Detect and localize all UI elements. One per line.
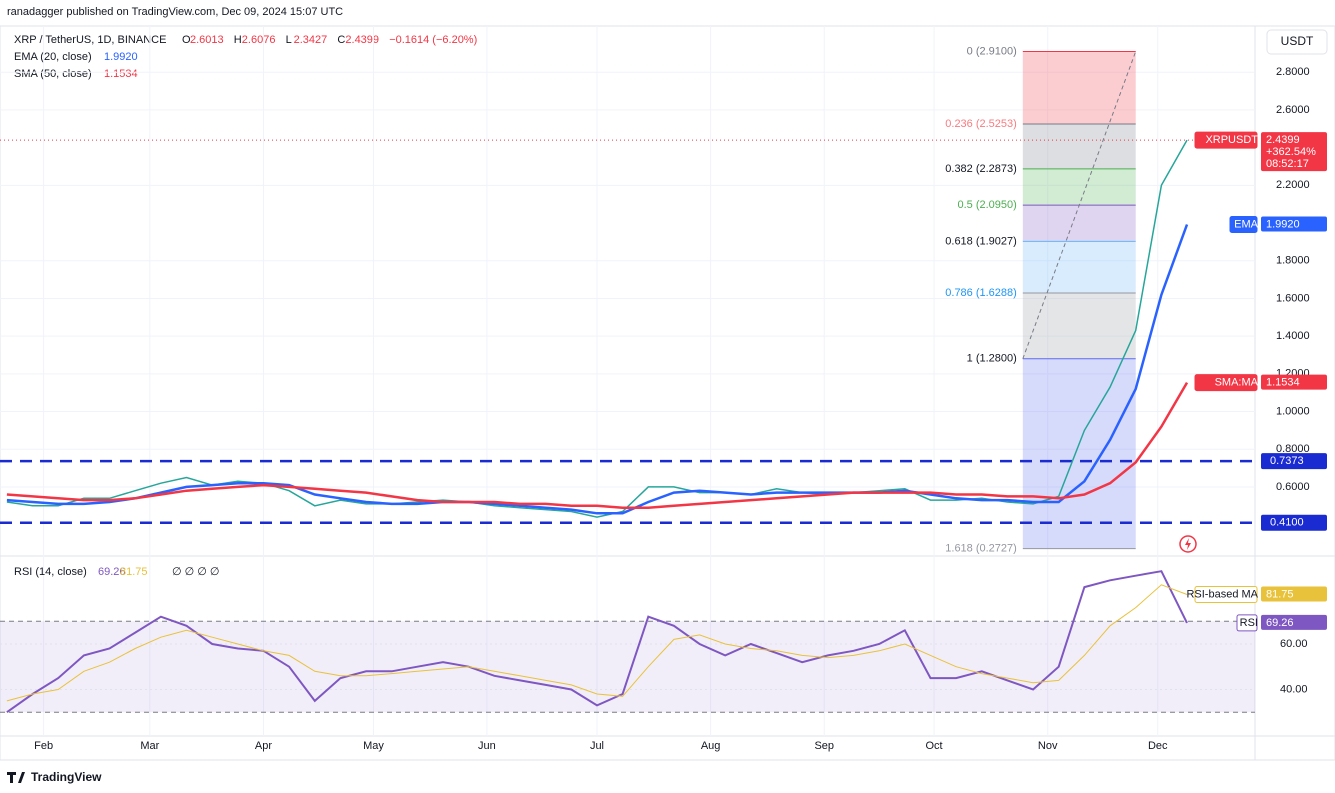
x-tick-label: Jun [478, 740, 496, 752]
ema-name: EMA [1234, 218, 1259, 230]
fib-label: 0.5 (2.0950) [958, 199, 1017, 211]
indicator-name: SMA (50, close) [14, 68, 92, 80]
x-tick-label: May [363, 740, 384, 752]
ohlc-value: 2.3427 [294, 34, 328, 46]
fib-zone [1022, 293, 1136, 359]
ema-value-box [1261, 216, 1327, 232]
ohlc-value: 2.6076 [242, 34, 276, 46]
fib-zone [1022, 51, 1136, 125]
fib-label: 0.786 (1.6288) [945, 287, 1017, 299]
series-line [6, 570, 1188, 714]
ema-value: 1.9920 [1266, 218, 1300, 230]
series-name: XRPUSDT [1205, 134, 1258, 146]
x-tick-label: Apr [255, 740, 272, 752]
rsi-name: RSI [1240, 617, 1258, 629]
x-tick-label: Jul [590, 740, 604, 752]
series-line [6, 224, 1189, 515]
rsi-legend-value: 69.26 [98, 566, 126, 578]
support-tag [1261, 514, 1327, 531]
series-line [6, 381, 1189, 509]
rsi-ma-value-box [1261, 586, 1327, 602]
fib-zone [1022, 124, 1136, 169]
rsi-legend-tail: ∅ ∅ ∅ ∅ [172, 566, 220, 578]
rsi-value-box [1261, 614, 1327, 630]
x-tick-label: Oct [926, 740, 943, 752]
footer-brand: TradingView [31, 770, 102, 784]
rsi-ma-value: 81.75 [1266, 588, 1294, 600]
y-tick-label: 2.8000 [1276, 66, 1310, 78]
currency-button[interactable] [1266, 29, 1328, 55]
rsi-legend: RSI (14, close) [14, 566, 87, 578]
alert-icon-bolt [1185, 538, 1191, 550]
support-tag [1261, 453, 1327, 470]
rsi-ma-name-box [1194, 586, 1258, 604]
y-tick-label: 2.2000 [1276, 179, 1310, 191]
y-tick-label: 1.8000 [1276, 255, 1310, 267]
x-tick-label: Aug [701, 740, 721, 752]
fib-zone [1022, 205, 1136, 242]
support-tag-label: 0.4100 [1270, 517, 1304, 529]
ohlc-key: C [337, 34, 345, 46]
symbol-legend: XRP / TetherUS, 1D, BINANCE [14, 34, 166, 46]
y-tick-label: 60.00 [1280, 638, 1308, 650]
series-value: 2.4399 [1266, 134, 1300, 146]
ohlc-key: O [182, 34, 191, 46]
x-tick-label: Sep [814, 740, 834, 752]
indicator-value: 1.1534 [104, 68, 138, 80]
rsi-legend-value: 81.75 [120, 566, 148, 578]
ema-name-box [1229, 216, 1258, 234]
y-tick-label: 0.8000 [1276, 443, 1310, 455]
y-tick-label: 1.4000 [1276, 330, 1310, 342]
fib-label: 0.236 (2.5253) [945, 118, 1017, 130]
series-name-box [1194, 131, 1258, 149]
fib-label: 1.618 (0.2727) [945, 543, 1017, 555]
series-value: 08:52:17 [1266, 158, 1309, 170]
fib-trend [1022, 51, 1137, 359]
ohlc-key: H [234, 34, 242, 46]
x-tick-label: Mar [140, 740, 159, 752]
series-name: SMA:MA [1215, 377, 1259, 389]
currency-button-label[interactable]: USDT [1281, 34, 1314, 48]
series-value-box [1261, 132, 1327, 172]
fib-label: 0.618 (1.9027) [945, 235, 1017, 247]
fib-label: 1 (1.2800) [967, 353, 1017, 365]
x-tick-label: Dec [1148, 740, 1168, 752]
change-value: −0.1614 (−6.20%) [389, 34, 477, 46]
fib-zone [1022, 241, 1136, 294]
x-tick-label: Feb [34, 740, 53, 752]
ohlc-value: 2.4399 [345, 34, 379, 46]
ohlc-key: L [286, 34, 292, 46]
rsi-name-box [1236, 614, 1258, 632]
fib-label: 0.382 (2.2873) [945, 163, 1017, 175]
rsi-ma-name: RSI-based MA [1186, 588, 1258, 600]
footer-logo [7, 772, 25, 783]
chart-frame [0, 25, 1335, 761]
publish-info: ranadagger published on TradingView.com,… [7, 6, 343, 18]
x-tick-label: Nov [1038, 740, 1058, 752]
y-tick-label: 1.0000 [1276, 405, 1310, 417]
fib-zone [1022, 168, 1136, 206]
y-tick-label: 0.6000 [1276, 481, 1310, 493]
indicator-value: 1.9920 [104, 51, 138, 63]
ohlc-value: 2.6013 [190, 34, 224, 46]
series-line [6, 584, 1188, 702]
alert-icon[interactable] [1179, 535, 1197, 553]
indicator-name: EMA (20, close) [14, 51, 92, 63]
y-tick-label: 1.6000 [1276, 292, 1310, 304]
support-tag-label: 0.7373 [1270, 455, 1304, 467]
y-tick-label: 40.00 [1280, 683, 1308, 695]
fib-zone [1022, 358, 1136, 549]
series-value: +362.54% [1266, 146, 1316, 158]
rsi-band [0, 621, 1255, 713]
series-value: 1.1534 [1266, 377, 1300, 389]
y-tick-label: 2.6000 [1276, 104, 1310, 116]
series-value-box [1261, 374, 1327, 390]
rsi-value: 69.26 [1266, 617, 1294, 629]
series-name-box [1194, 374, 1258, 392]
fib-label: 0 (2.9100) [967, 45, 1017, 57]
